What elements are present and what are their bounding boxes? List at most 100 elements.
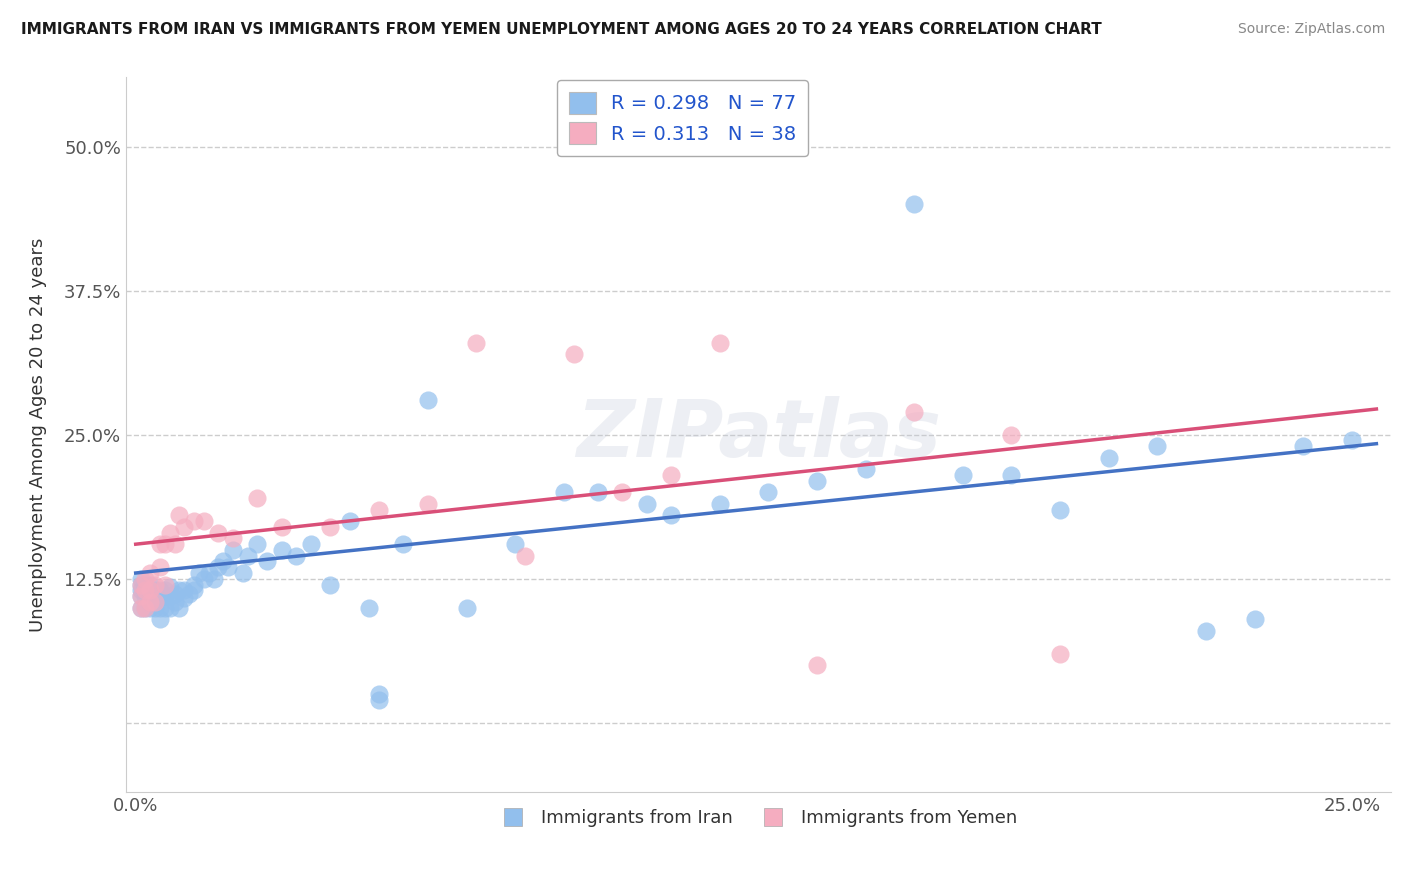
Point <box>659 468 682 483</box>
Point <box>339 514 361 528</box>
Point <box>159 580 181 594</box>
Point <box>173 591 195 606</box>
Point <box>179 587 201 601</box>
Point <box>159 525 181 540</box>
Point <box>143 589 166 603</box>
Point <box>134 600 156 615</box>
Point <box>143 595 166 609</box>
Point <box>246 491 269 505</box>
Point <box>183 583 205 598</box>
Point <box>806 474 828 488</box>
Point <box>709 497 731 511</box>
Point <box>163 537 186 551</box>
Point <box>562 347 585 361</box>
Point <box>139 583 162 598</box>
Point <box>903 405 925 419</box>
Point <box>709 335 731 350</box>
Text: Source: ZipAtlas.com: Source: ZipAtlas.com <box>1237 22 1385 37</box>
Point <box>149 560 172 574</box>
Point <box>183 577 205 591</box>
Point <box>129 577 152 591</box>
Point <box>553 485 575 500</box>
Point <box>173 520 195 534</box>
Point <box>416 497 439 511</box>
Point <box>256 554 278 568</box>
Point <box>153 583 176 598</box>
Point <box>129 589 152 603</box>
Point <box>134 572 156 586</box>
Point <box>134 577 156 591</box>
Point <box>149 612 172 626</box>
Point <box>212 554 235 568</box>
Point <box>222 543 245 558</box>
Point <box>149 600 172 615</box>
Point <box>299 537 322 551</box>
Text: IMMIGRANTS FROM IRAN VS IMMIGRANTS FROM YEMEN UNEMPLOYMENT AMONG AGES 20 TO 24 Y: IMMIGRANTS FROM IRAN VS IMMIGRANTS FROM … <box>21 22 1102 37</box>
Point <box>139 566 162 580</box>
Point <box>153 577 176 591</box>
Point <box>1000 468 1022 483</box>
Y-axis label: Unemployment Among Ages 20 to 24 years: Unemployment Among Ages 20 to 24 years <box>30 237 46 632</box>
Point <box>153 589 176 603</box>
Point <box>134 583 156 598</box>
Text: ZIPatlas: ZIPatlas <box>576 396 941 474</box>
Point <box>952 468 974 483</box>
Point <box>1146 439 1168 453</box>
Point <box>173 583 195 598</box>
Point <box>903 197 925 211</box>
Point <box>416 393 439 408</box>
Point <box>612 485 634 500</box>
Point <box>153 600 176 615</box>
Point <box>232 566 254 580</box>
Point <box>139 595 162 609</box>
Point <box>659 508 682 523</box>
Point <box>319 520 342 534</box>
Point <box>319 577 342 591</box>
Point <box>193 572 215 586</box>
Point <box>1049 647 1071 661</box>
Point <box>129 589 152 603</box>
Point <box>513 549 536 563</box>
Point <box>143 583 166 598</box>
Point <box>163 587 186 601</box>
Point <box>207 560 229 574</box>
Point <box>149 537 172 551</box>
Point <box>169 508 191 523</box>
Point <box>183 514 205 528</box>
Point <box>368 687 391 701</box>
Point <box>143 577 166 591</box>
Point <box>143 600 166 615</box>
Point <box>139 595 162 609</box>
Point <box>236 549 259 563</box>
Point <box>159 600 181 615</box>
Point <box>1000 427 1022 442</box>
Point <box>270 520 292 534</box>
Point <box>149 589 172 603</box>
Point <box>222 532 245 546</box>
Point <box>368 693 391 707</box>
Point <box>270 543 292 558</box>
Point <box>129 572 152 586</box>
Point <box>159 589 181 603</box>
Point <box>134 589 156 603</box>
Point <box>129 600 152 615</box>
Point <box>129 577 152 591</box>
Point <box>392 537 415 551</box>
Point <box>1049 502 1071 516</box>
Point <box>139 589 162 603</box>
Point <box>1341 434 1364 448</box>
Point <box>465 335 488 350</box>
Point <box>359 600 381 615</box>
Point <box>636 497 658 511</box>
Point <box>197 566 219 580</box>
Point <box>1098 450 1121 465</box>
Point <box>246 537 269 551</box>
Point <box>217 560 239 574</box>
Point <box>756 485 779 500</box>
Point <box>153 537 176 551</box>
Point <box>163 595 186 609</box>
Point <box>285 549 308 563</box>
Point <box>134 600 156 615</box>
Point <box>855 462 877 476</box>
Point <box>169 600 191 615</box>
